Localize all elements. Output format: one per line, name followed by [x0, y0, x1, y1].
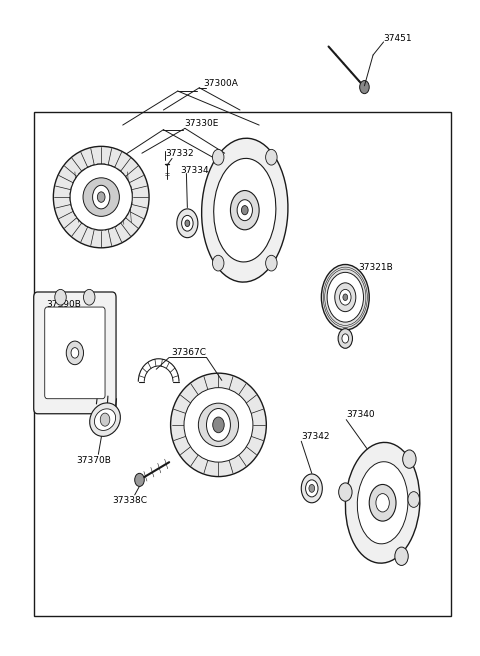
Circle shape: [206, 409, 230, 441]
Ellipse shape: [184, 388, 253, 462]
Bar: [34, 112, 451, 616]
Circle shape: [213, 255, 224, 271]
Circle shape: [369, 484, 396, 521]
Circle shape: [213, 417, 224, 433]
Text: 37370B: 37370B: [77, 456, 111, 464]
Circle shape: [327, 272, 363, 322]
Text: 37338C: 37338C: [112, 497, 147, 505]
Text: 37451: 37451: [384, 34, 412, 43]
Circle shape: [55, 289, 66, 305]
FancyBboxPatch shape: [45, 307, 105, 399]
Circle shape: [84, 289, 95, 305]
Ellipse shape: [83, 178, 120, 216]
Circle shape: [213, 150, 224, 165]
Circle shape: [230, 190, 259, 230]
Ellipse shape: [170, 373, 266, 477]
Circle shape: [395, 547, 408, 565]
Text: 37334: 37334: [180, 167, 209, 175]
Text: 37332: 37332: [165, 149, 193, 157]
Circle shape: [306, 480, 318, 497]
Circle shape: [342, 334, 348, 343]
Ellipse shape: [90, 403, 120, 436]
Circle shape: [322, 264, 369, 330]
Circle shape: [265, 150, 277, 165]
Circle shape: [403, 450, 416, 468]
Ellipse shape: [95, 409, 116, 430]
FancyBboxPatch shape: [34, 292, 116, 414]
Circle shape: [360, 81, 369, 94]
Circle shape: [97, 192, 105, 202]
Text: 37342: 37342: [301, 432, 330, 441]
Ellipse shape: [214, 158, 276, 262]
Text: 37390B: 37390B: [46, 300, 81, 309]
Text: 37367C: 37367C: [171, 348, 206, 358]
Circle shape: [185, 220, 190, 226]
Ellipse shape: [357, 462, 408, 544]
Circle shape: [93, 185, 110, 209]
Circle shape: [335, 283, 356, 312]
Circle shape: [177, 209, 198, 237]
Text: 37300A: 37300A: [204, 79, 238, 88]
Text: 37330E: 37330E: [184, 119, 219, 129]
Ellipse shape: [202, 138, 288, 282]
Text: 37321B: 37321B: [359, 263, 394, 272]
Circle shape: [265, 255, 277, 271]
Ellipse shape: [346, 442, 420, 563]
Circle shape: [408, 491, 420, 507]
Circle shape: [309, 484, 315, 492]
Circle shape: [181, 215, 193, 231]
Circle shape: [71, 348, 79, 358]
Circle shape: [376, 493, 389, 512]
Ellipse shape: [198, 403, 239, 447]
Circle shape: [66, 341, 84, 365]
Circle shape: [339, 483, 352, 501]
Circle shape: [241, 205, 248, 215]
Circle shape: [301, 474, 323, 502]
Ellipse shape: [70, 164, 132, 230]
Circle shape: [135, 474, 144, 486]
Circle shape: [338, 329, 352, 348]
Circle shape: [100, 413, 110, 426]
Ellipse shape: [53, 146, 149, 248]
Circle shape: [237, 199, 252, 220]
Circle shape: [343, 294, 348, 300]
Text: 37340: 37340: [346, 410, 375, 419]
Circle shape: [339, 289, 351, 305]
